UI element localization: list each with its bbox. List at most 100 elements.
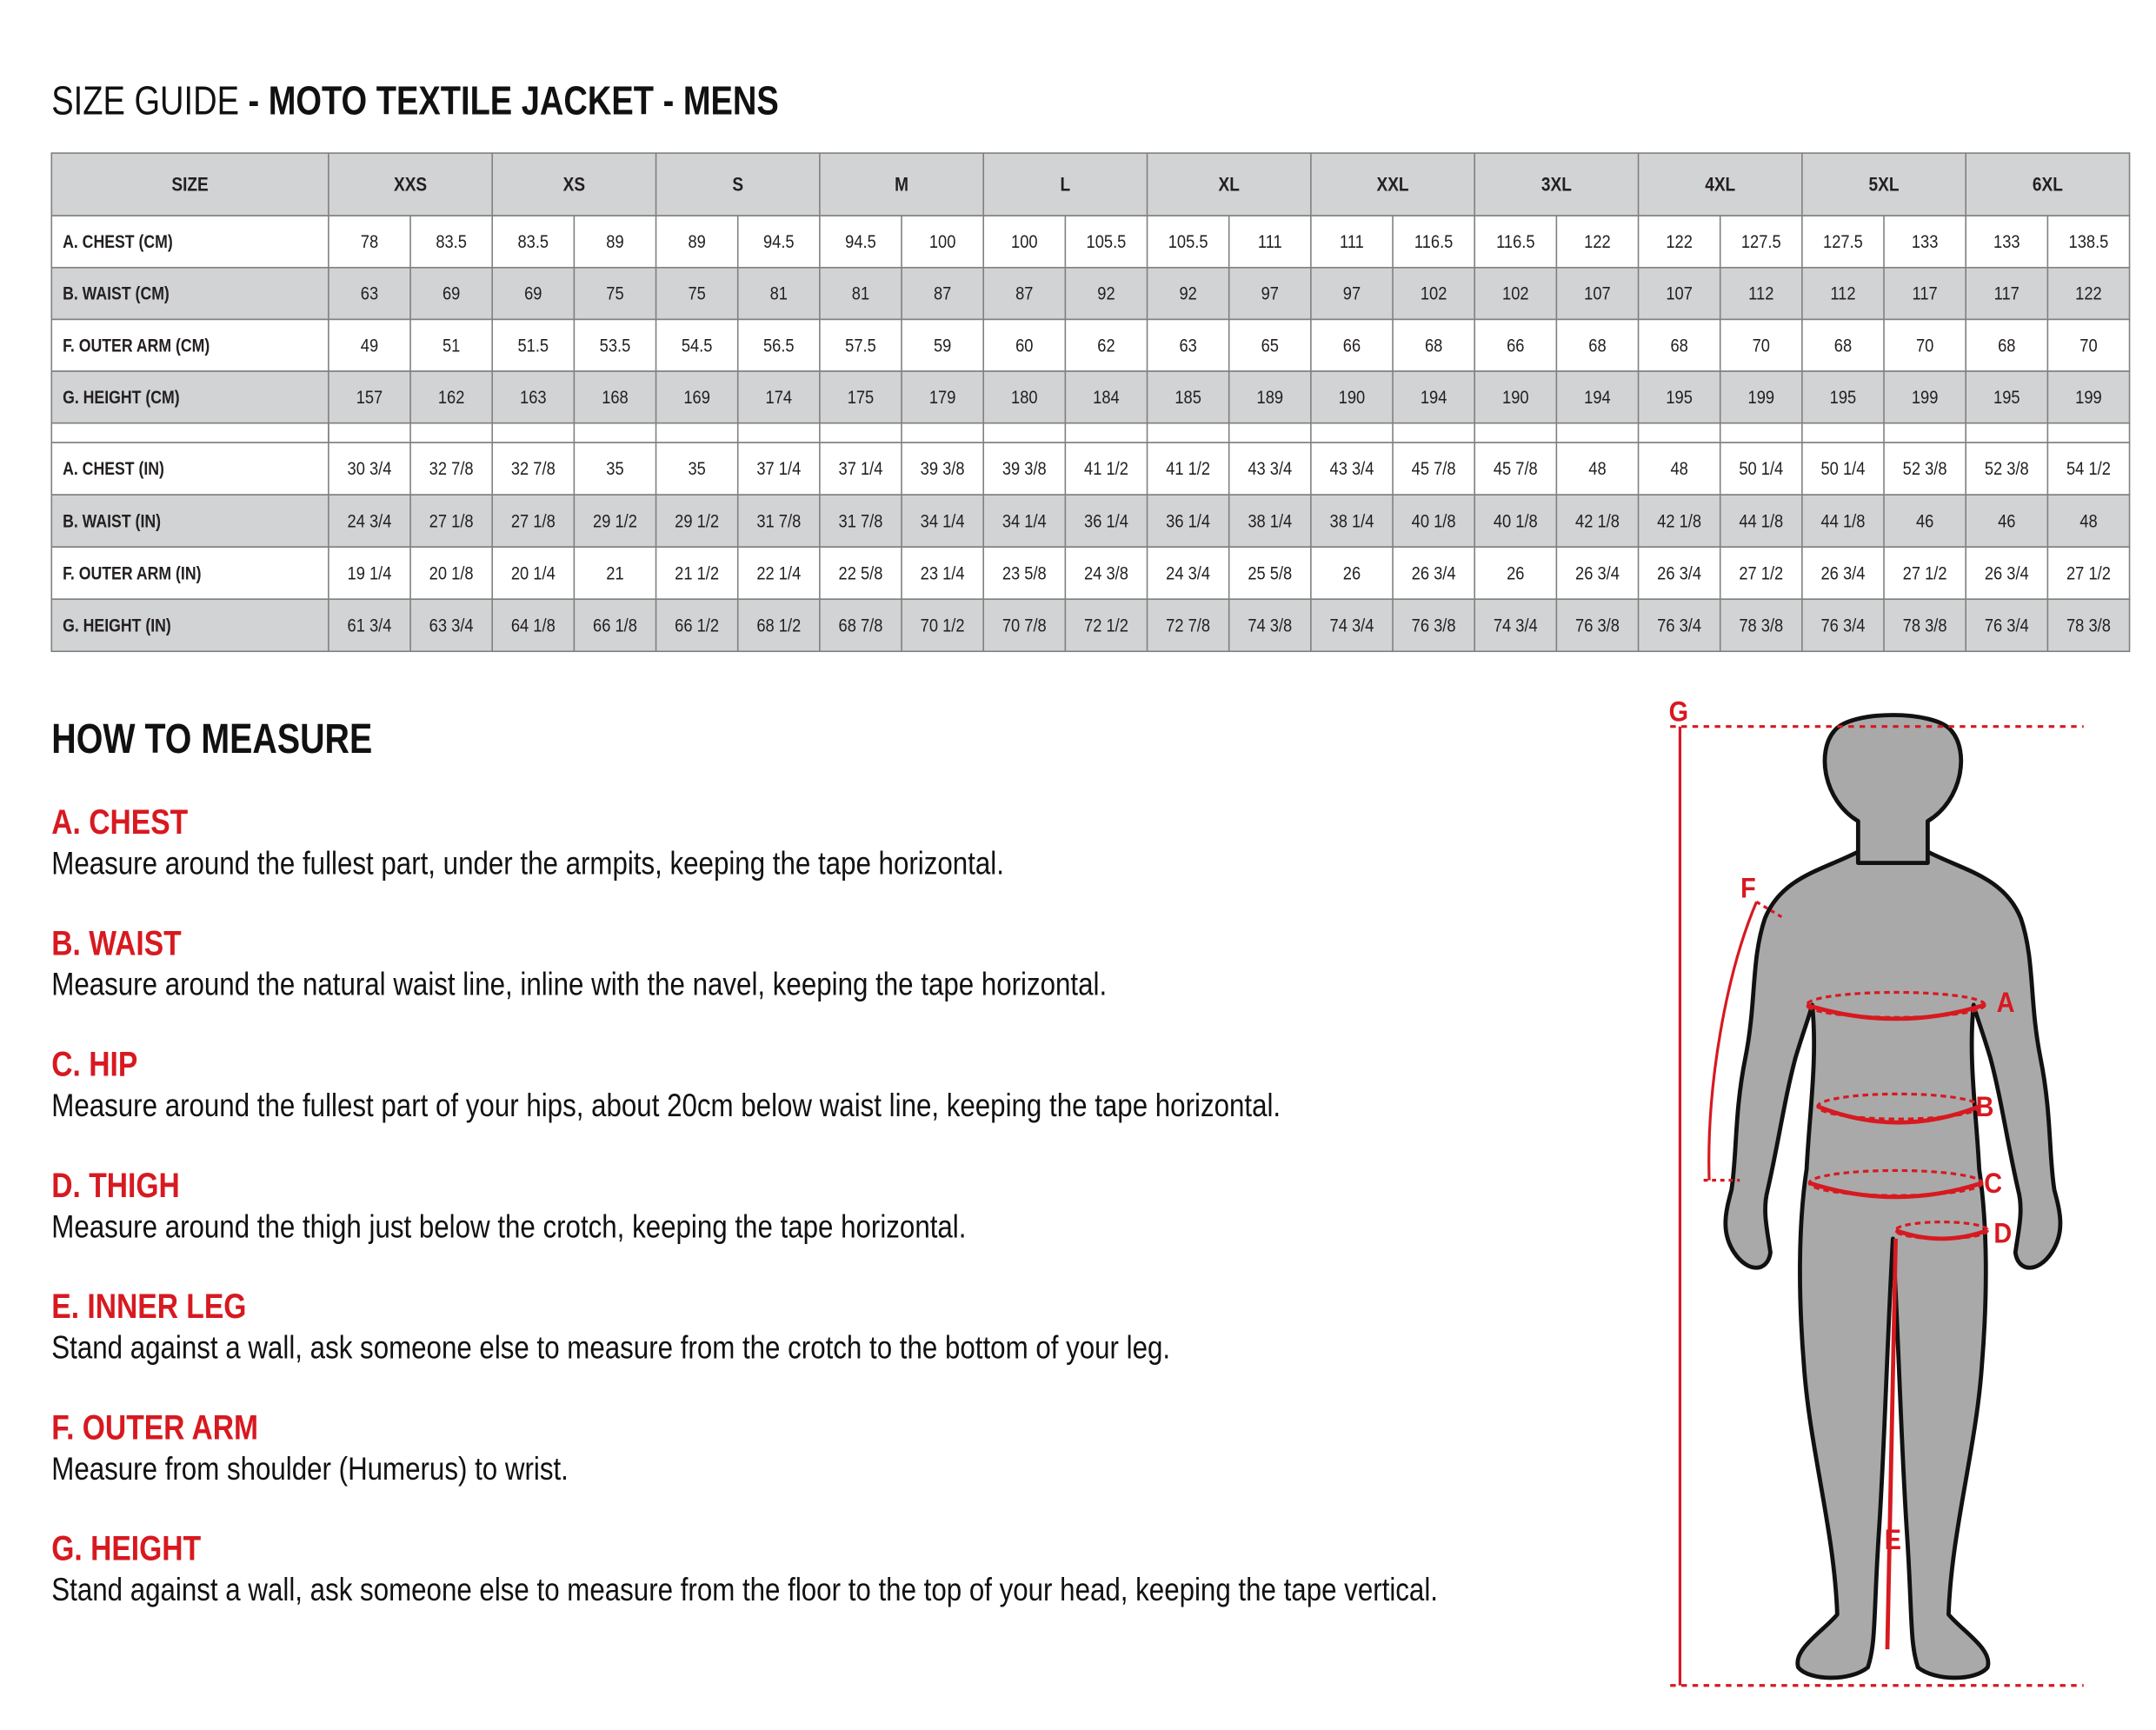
measure-label: C. HIP: [51, 1045, 137, 1083]
table-cell: 24 3/4: [348, 511, 392, 531]
table-cell: 169: [683, 388, 710, 408]
table-cell: 190: [1502, 388, 1529, 408]
size-header: L: [1061, 174, 1071, 196]
figure-letter: B: [1976, 1092, 1994, 1123]
table-cell: 21 1/2: [675, 563, 719, 583]
row-label: G. HEIGHT (CM): [63, 389, 180, 409]
table-cell: 26 3/4: [1985, 563, 2029, 583]
waist-line: [1817, 1104, 1980, 1125]
table-cell: 162: [438, 388, 465, 408]
table-cell: 74 3/4: [1330, 615, 1374, 635]
table-cell: 107: [1584, 284, 1611, 304]
section-heading: HOW TO MEASURE: [51, 715, 372, 762]
table-cell: 78 3/8: [2066, 615, 2111, 635]
figure-letter: G: [1669, 696, 1688, 728]
table-cell: 94.5: [845, 232, 876, 252]
table-cell: 83.5: [517, 232, 549, 252]
table-cell: 76 3/8: [1575, 615, 1620, 635]
table-row: [50, 494, 2131, 548]
table-cell: 34 1/4: [1002, 511, 1047, 531]
table-row: [50, 318, 2131, 372]
table-cell: 26 3/4: [1820, 563, 1865, 583]
figure-letter: E: [1885, 1524, 1901, 1555]
size-header: 3XL: [1541, 174, 1572, 196]
table-cell: 35: [688, 459, 705, 479]
table-cell: 68 1/2: [756, 615, 801, 635]
table-cell: 32 7/8: [511, 459, 556, 479]
measure-text: Measure around the fullest part of your …: [51, 1088, 1281, 1124]
table-cell: 29 1/2: [675, 511, 719, 531]
inner-leg-line: [1885, 1238, 1898, 1650]
table-cell: 122: [1666, 232, 1693, 252]
table-cell: 199: [1912, 388, 1939, 408]
table-row: [50, 215, 2131, 269]
table-cell: 78: [361, 232, 378, 252]
measure-text: Measure around the thigh just below the …: [51, 1209, 966, 1245]
size-table: SIZE XXS XS S M L XL XXL 3XL 4XL 5XL 6XL A. CHEST (C…: [50, 152, 2131, 653]
table-cell: 78 3/8: [1903, 615, 1947, 635]
table-cell: 76 3/4: [1820, 615, 1865, 635]
table-cell: 66: [1507, 336, 1524, 356]
table-cell: 23 1/4: [921, 563, 965, 583]
measure-text: Stand against a wall, ask someone else t…: [51, 1330, 1170, 1366]
table-cell: 63 3/4: [429, 615, 474, 635]
table-row: [50, 152, 2131, 216]
title-bold: - MOTO TEXTILE JACKET - MENS: [248, 78, 778, 123]
table-cell: 27 1/2: [2066, 563, 2111, 583]
table-cell: 97: [1261, 284, 1279, 304]
measure-text: Measure around the fullest part, under t…: [51, 846, 1004, 882]
table-cell: 40 1/8: [1412, 511, 1456, 531]
table-cell: 89: [688, 232, 705, 252]
table-cell: 34 1/4: [921, 511, 965, 531]
table-cell: 75: [688, 284, 705, 304]
table-cell: 194: [1421, 388, 1447, 408]
table-cell: 81: [770, 284, 788, 304]
table-cell: 35: [606, 459, 623, 479]
table-cell: 43 3/4: [1330, 459, 1374, 479]
table-cell: 41 1/2: [1166, 459, 1210, 479]
row-label: G. HEIGHT (IN): [63, 616, 171, 636]
table-cell: 194: [1584, 388, 1611, 408]
table-cell: 68: [1425, 336, 1442, 356]
table-cell: 163: [520, 388, 547, 408]
table-cell: 24 3/8: [1084, 563, 1128, 583]
size-header: XXS: [394, 174, 427, 196]
table-cell: 64 1/8: [511, 615, 556, 635]
table-cell: 74 3/4: [1494, 615, 1538, 635]
measure-label: F. OUTER ARM: [51, 1408, 258, 1447]
table-cell: 75: [606, 284, 623, 304]
table-cell: 133: [1912, 232, 1939, 252]
table-cell: 68: [1670, 336, 1687, 356]
measure-label: B. WAIST: [51, 924, 182, 962]
table-cell: 105.5: [1087, 232, 1127, 252]
measure-text: Measure around the natural waist line, i…: [51, 967, 1107, 1002]
table-cell: 26 3/4: [1575, 563, 1620, 583]
measure-label: E. INNER LEG: [51, 1287, 246, 1325]
table-cell: 89: [606, 232, 623, 252]
table-cell: 26 3/4: [1412, 563, 1456, 583]
table-cell: 72 1/2: [1084, 615, 1128, 635]
table-cell: 68: [1998, 336, 2015, 356]
table-cell: 50 1/4: [1820, 459, 1865, 479]
row-label: F. OUTER ARM (IN): [63, 564, 201, 584]
table-cell: 39 3/8: [1002, 459, 1047, 479]
size-header: 5XL: [1869, 174, 1900, 196]
page-title: SIZE GUIDE - MOTO TEXTILE JACKET - MENS: [51, 78, 778, 123]
table-cell: 39 3/8: [921, 459, 965, 479]
table-cell: 26 3/4: [1657, 563, 1701, 583]
table-cell: 23 5/8: [1002, 563, 1047, 583]
table-cell: 185: [1174, 388, 1201, 408]
table-cell: 51: [443, 336, 460, 356]
table-cell: 49: [361, 336, 378, 356]
table-cell: 179: [929, 388, 956, 408]
table-cell: 66 1/2: [675, 615, 719, 635]
measure-label: G. HEIGHT: [51, 1529, 201, 1567]
table-cell: 195: [1666, 388, 1693, 408]
table-cell: 37 1/4: [839, 459, 883, 479]
table-cell: 100: [1011, 232, 1038, 252]
table-cell: 63: [361, 284, 378, 304]
row-label: B. WAIST (IN): [63, 512, 161, 532]
table-cell: 63: [1179, 336, 1196, 356]
table-cell: 69: [524, 284, 542, 304]
table-cell: 70 7/8: [1002, 615, 1047, 635]
